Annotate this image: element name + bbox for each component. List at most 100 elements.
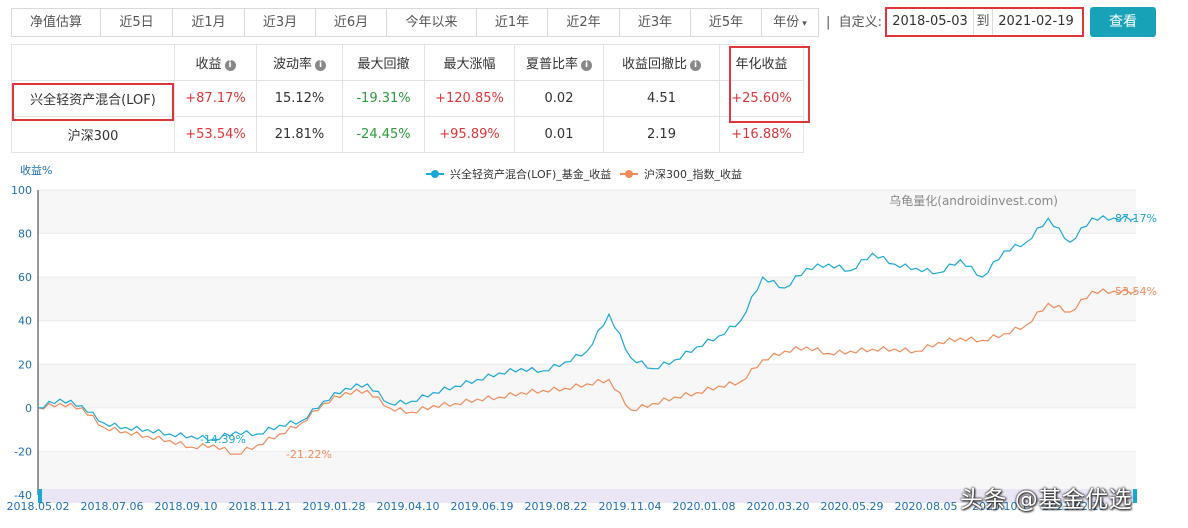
tab-label: 近2年 [566, 15, 601, 30]
grid-band [38, 451, 1136, 495]
tab-label: 近1月 [191, 15, 226, 30]
stat-value-cell: +95.89% [424, 116, 515, 153]
stat-value-cell: +87.17% [174, 80, 257, 117]
custom-label-text: 自定义: [838, 15, 883, 30]
x-tick-label: 2019.01.28 [303, 500, 366, 513]
x-tick-label: 2020.01.08 [673, 500, 736, 513]
stats-header-cell: 年化收益 [719, 44, 804, 81]
series-line [38, 215, 1137, 442]
tab-7[interactable]: 近2年 [548, 9, 620, 36]
x-tick-label: 2019.06.19 [451, 500, 514, 513]
stats-header-cell: 收益回撤比 i [603, 44, 720, 81]
tab-label: 近1年 [494, 15, 530, 30]
grid-band [38, 190, 1136, 234]
tab-label: 净值估算 [29, 15, 82, 30]
stat-value-cell: 21.81% [256, 116, 343, 153]
x-tick-label: 2020.08.05 [895, 500, 958, 513]
to-label: 到 [973, 9, 993, 35]
x-tick-label: 2021.02.19 [1043, 500, 1106, 513]
stats-header-cell: 收益 i [174, 44, 257, 81]
y-tick-label: 0 [25, 402, 32, 415]
toolbar-separator: | [826, 15, 831, 30]
stats-header-cell: 夏普比率 i [514, 44, 604, 81]
tab-6[interactable]: 近1年 [477, 9, 548, 36]
y-tick-label: 60 [18, 271, 32, 284]
legend-marker [625, 170, 633, 178]
y-tick-label: 20 [18, 358, 32, 371]
range-handle-left [38, 489, 42, 503]
stat-value-cell: -24.45% [342, 116, 425, 153]
stat-value-cell: +25.60% [719, 80, 804, 117]
tab-label: 今年以来 [405, 15, 458, 30]
info-icon[interactable]: i [315, 60, 326, 71]
stat-value-cell: +16.88% [719, 116, 804, 153]
x-tick-label: 2019.08.22 [525, 500, 588, 513]
x-tick-label: 2020.10.1 [972, 500, 1028, 513]
legend-label: 沪深300_指数_收益 [644, 167, 742, 181]
fund-name-cell: 兴全轻资产混合(LOF) [11, 80, 175, 117]
tab-9[interactable]: 近5年 [691, 9, 762, 36]
legend-marker [431, 170, 439, 178]
caret-down-icon: ▾ [802, 19, 807, 29]
tab-label: 近5年 [708, 15, 744, 30]
range-handle-right [1133, 489, 1137, 503]
x-tick-label: 2019.11.04 [599, 500, 662, 513]
stat-value-cell: +120.85% [424, 80, 515, 117]
series-max-label: 87.17% [1115, 212, 1157, 225]
stat-value-cell: 2.19 [603, 116, 720, 153]
tab-10[interactable]: 年份 ▾ [762, 9, 818, 36]
y-tick-label: 100 [11, 184, 32, 197]
table-row: 兴全轻资产混合(LOF) +87.17% 15.12% -19.31% +120.85%… [11, 80, 804, 117]
watermark: 头条 @基金优选 [960, 487, 1133, 513]
chart-watermark: 乌龟量化(androidinvest.com) [889, 193, 1058, 208]
tab-8[interactable]: 近3年 [620, 9, 691, 36]
y-tick-label: -40 [14, 489, 32, 502]
stats-header-cell [11, 44, 175, 81]
tab-4[interactable]: 近6月 [316, 9, 387, 36]
tab-label: 近5日 [119, 15, 154, 30]
legend-label: 兴全轻资产混合(LOF)_基金_收益 [450, 167, 611, 181]
date-range-box: 到 [885, 7, 1084, 37]
info-icon[interactable]: i [224, 60, 236, 71]
x-tick-label: 2020.03.20 [747, 500, 810, 513]
info-icon[interactable]: i [581, 60, 592, 71]
end-date-input[interactable] [993, 9, 1079, 35]
series-line [37, 288, 1137, 455]
stat-value-cell: 4.51 [603, 80, 720, 117]
query-button[interactable]: 查看 [1090, 7, 1156, 37]
tab-label: 近3月 [262, 15, 298, 30]
custom-range-label: | 自定义: [826, 8, 882, 37]
y-tick-label: 80 [18, 228, 32, 241]
table-row: 沪深300 +53.54% 21.81% -24.45% +95.89% 0.01 2.19… [11, 116, 804, 153]
grid-band [38, 364, 1136, 408]
period-tabs: 净值估算 近5日 近1月 近3月 近6月 今年以来 近1年 近2年 近3年 近5年 年份 ▾ [11, 8, 819, 37]
info-icon[interactable]: i [690, 60, 701, 71]
stats-header-cell: 最大涨幅 [424, 44, 515, 81]
y-axis-label: 收益% [20, 163, 52, 177]
tab-2[interactable]: 近1月 [173, 9, 245, 36]
stat-value-cell: -19.31% [342, 80, 425, 117]
stat-value-cell: 15.12% [256, 80, 343, 117]
series-min-label: -21.22% [286, 448, 332, 461]
stats-header-row: 收益 i 波动率 i 最大回撤 最大涨幅 夏普比率 i 收益回撤比 i 年化收益 [11, 44, 804, 81]
x-tick-label: 2018.07.06 [81, 500, 144, 513]
x-tick-label: 2018.09.10 [155, 500, 218, 513]
x-tick-label: 2020.05.29 [821, 500, 884, 513]
tab-0[interactable]: 净值估算 [12, 9, 101, 36]
x-tick-label: 2018.05.02 [7, 500, 70, 513]
tab-label: 年份 [773, 15, 800, 30]
stats-table: 收益 i 波动率 i 最大回撤 最大涨幅 夏普比率 i 收益回撤比 i 年化收益 兴全轻资产混合(LO… [11, 44, 804, 153]
x-tick-label: 2019.04.10 [377, 500, 440, 513]
tab-1[interactable]: 近5日 [101, 9, 173, 36]
tab-3[interactable]: 近3月 [245, 9, 316, 36]
tab-5[interactable]: 今年以来 [387, 9, 477, 36]
stat-value-cell: +53.54% [174, 116, 257, 153]
tab-label: 近6月 [333, 15, 369, 30]
tab-label: 近3年 [637, 15, 673, 30]
range-slider [38, 489, 1136, 503]
y-tick-label: -20 [14, 445, 32, 458]
x-tick-label: 2018.11.21 [229, 500, 292, 513]
y-tick-label: 40 [18, 315, 32, 328]
stats-header-cell: 波动率 i [256, 44, 343, 81]
start-date-input[interactable] [887, 9, 973, 35]
